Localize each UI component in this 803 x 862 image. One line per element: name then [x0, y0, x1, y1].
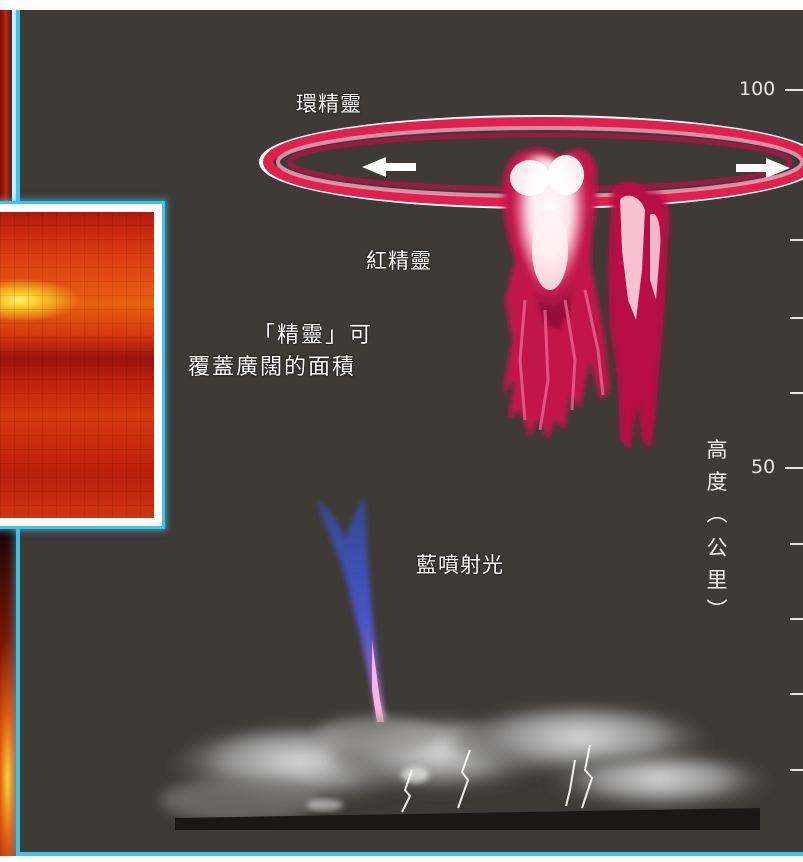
red-sprite: [502, 148, 610, 440]
axis-unit-char: ︶: [706, 598, 728, 622]
tick-label-50: 50: [751, 456, 776, 478]
axis-unit-char: 公: [706, 536, 728, 560]
red-sprite-secondary: [608, 181, 670, 450]
axis-unit-char: 高: [706, 438, 728, 462]
thunderstorm-cloud: [160, 707, 770, 830]
bottom-white-bar: [0, 856, 803, 862]
axis-unit-char: 里: [706, 568, 728, 592]
arrow-left-icon: [362, 157, 416, 177]
arrow-right-icon: [736, 158, 790, 178]
note-line-2: 覆蓋廣闊的面積: [188, 355, 357, 380]
label-red-sprite: 紅精靈: [366, 249, 432, 273]
thermal-inset-pixels: [0, 212, 154, 518]
note-line-1: 「精靈」可: [253, 323, 374, 348]
blue-jet: [318, 496, 386, 722]
left-thermal-strip-top: [0, 0, 12, 205]
top-white-bar: [0, 0, 803, 10]
axis-unit-char: 度: [706, 470, 728, 494]
thermal-inset-image: [0, 212, 154, 518]
tick-label-100: 100: [739, 78, 776, 100]
altitude-axis: [785, 89, 803, 771]
axis-unit-char: ︵: [706, 502, 728, 526]
label-elves: 環精靈: [296, 92, 362, 116]
label-blue-jet: 藍噴射光: [416, 553, 504, 577]
